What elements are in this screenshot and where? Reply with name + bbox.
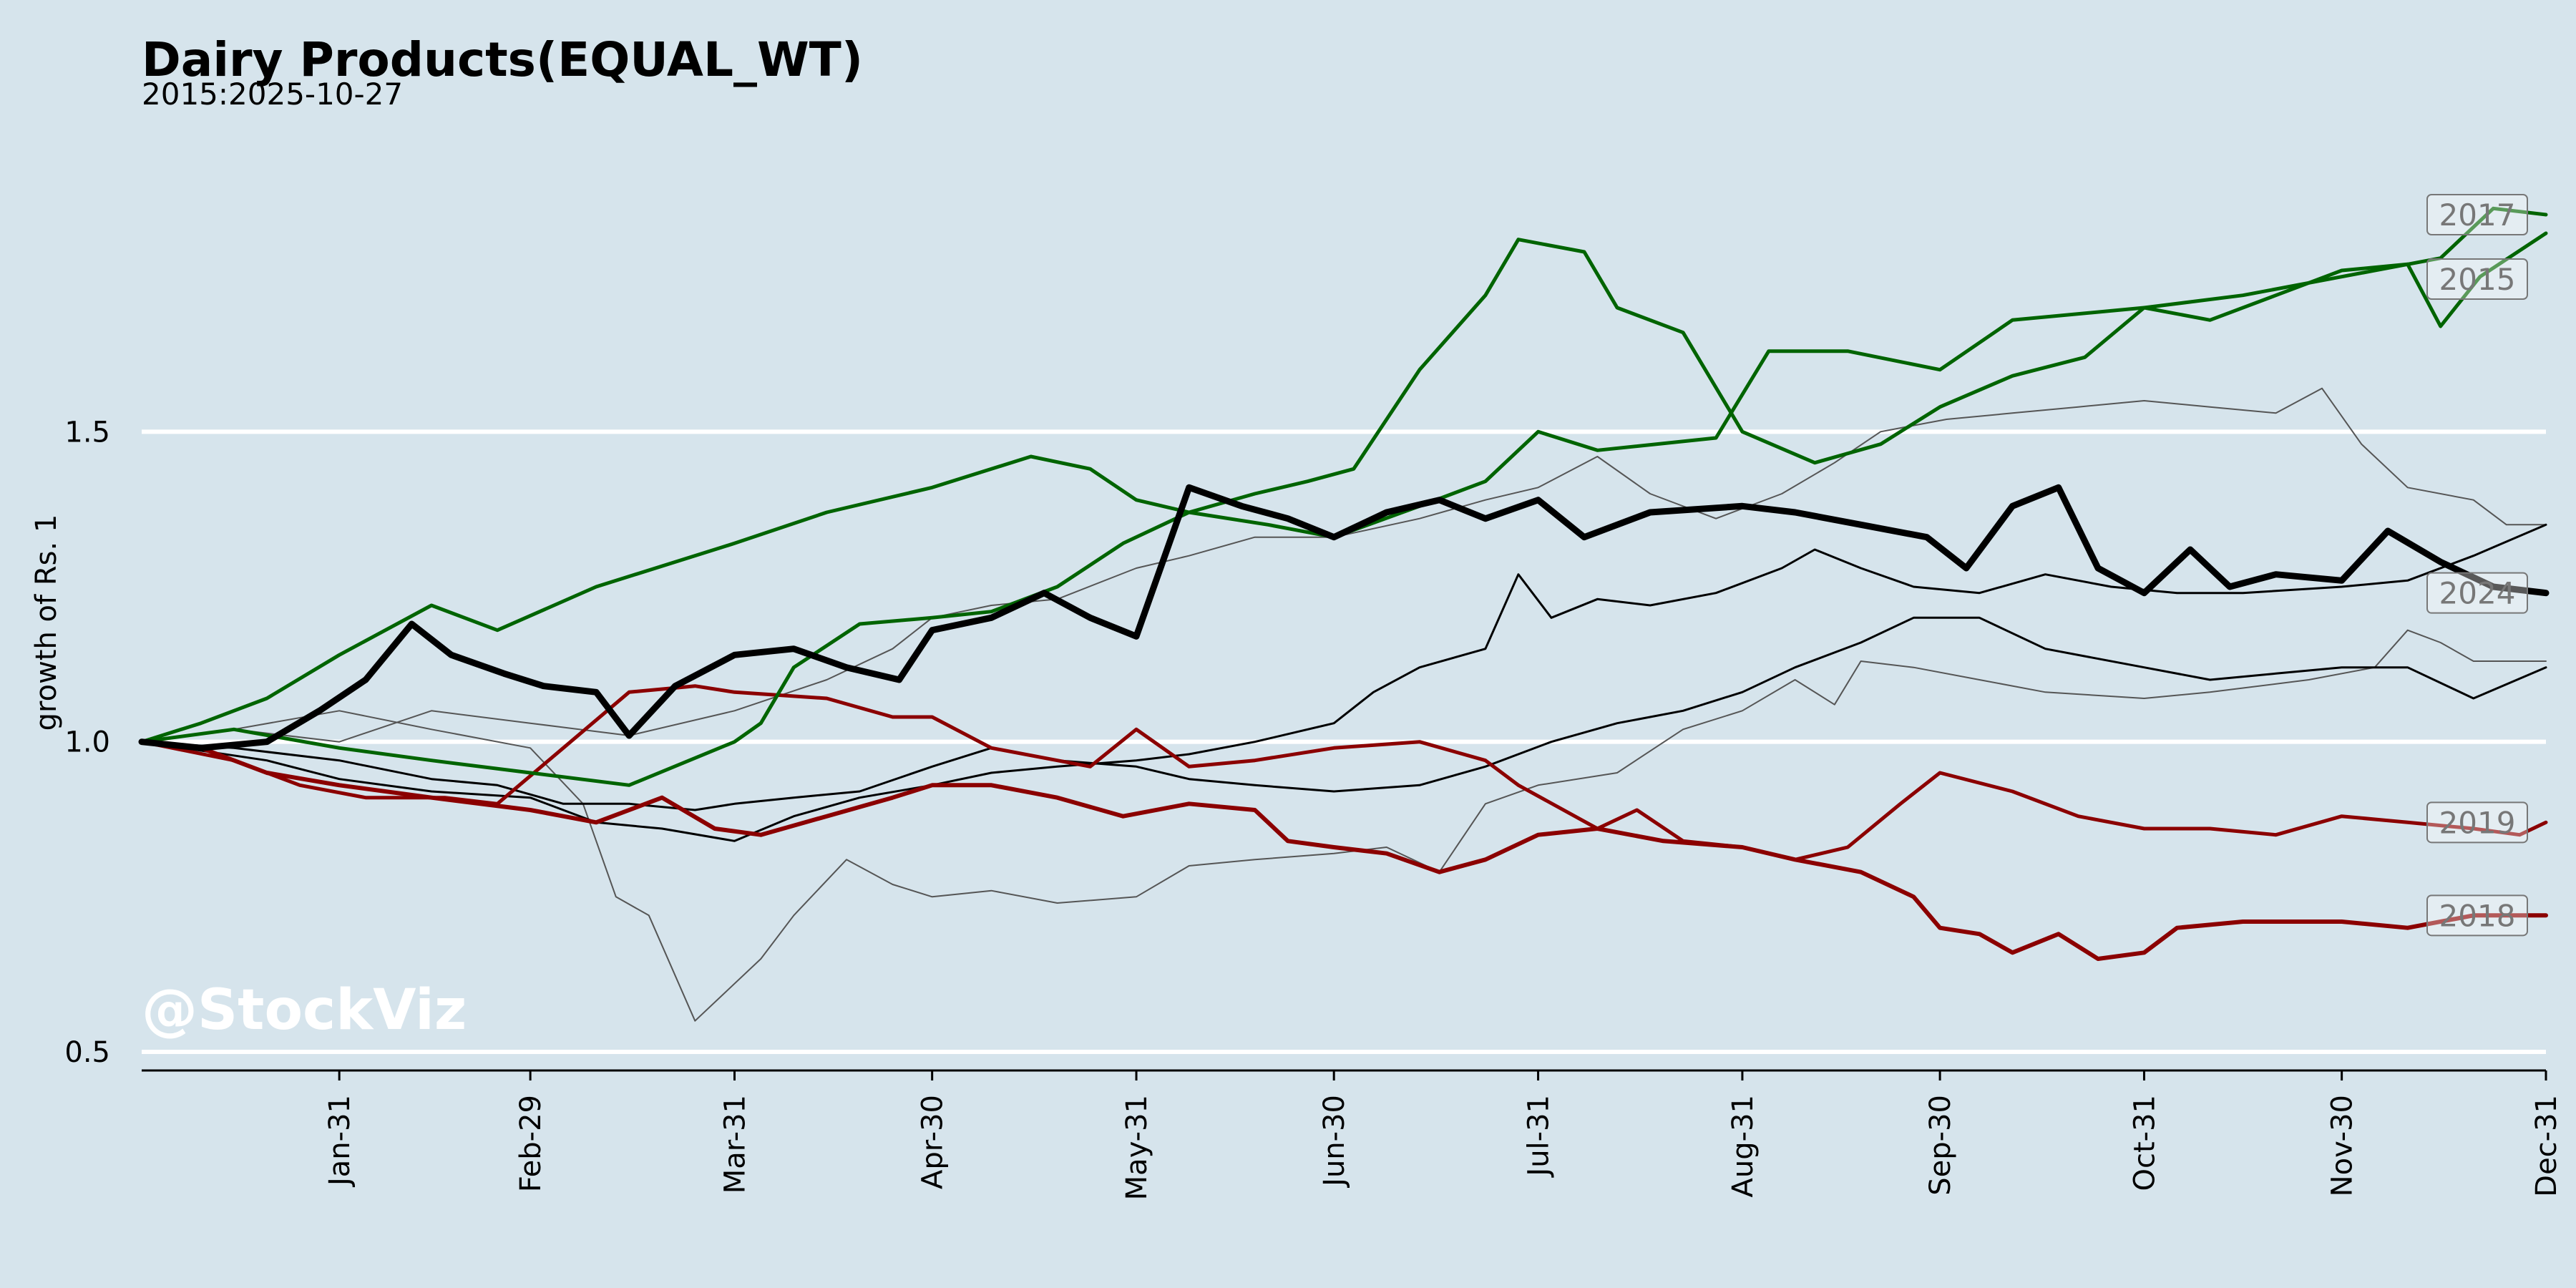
y-tick-label: 1.0 [64, 726, 110, 759]
y-axis-label: growth of Rs. 1 [30, 514, 63, 731]
x-tick-label: Apr-30 [917, 1095, 950, 1189]
chart-title: Dairy Products(EQUAL_WT) [142, 32, 863, 87]
series-label-text: 2018 [2439, 898, 2516, 933]
x-tick-label: Mar-31 [718, 1095, 751, 1194]
x-tick-label: Aug-31 [1727, 1095, 1760, 1197]
series-label-box [2426, 801, 2528, 844]
series-label-2017: 2017 [2426, 194, 2528, 235]
x-tick-label: Nov-30 [2326, 1095, 2359, 1196]
chart-subtitle: 2015:2025-10-27 [142, 77, 403, 112]
x-tick-label: Dec-31 [2530, 1095, 2563, 1197]
y-tick-label: 1.5 [64, 416, 110, 449]
series-label-text: 2019 [2439, 805, 2516, 840]
series-label-box [2426, 572, 2528, 614]
series-label-box [2426, 894, 2528, 937]
series-label-2015: 2015 [2426, 258, 2528, 300]
series-labels: 2017 2015 2024 2019 2018 [2426, 194, 2528, 937]
series-line-2024 [138, 484, 2550, 751]
x-tick-label: Sep-30 [1924, 1095, 1957, 1196]
x-tick-label: Feb-29 [514, 1095, 547, 1192]
x-tick-label: Oct-31 [2128, 1095, 2161, 1191]
series-lines [138, 206, 2550, 1022]
series-label-box [2426, 258, 2528, 300]
grid-lines [142, 429, 2546, 1054]
series-line-unlabeled-8 [141, 387, 2547, 743]
series-label-2019: 2019 [2426, 801, 2528, 844]
series-line-2018 [140, 739, 2548, 961]
series-label-text: 2017 [2439, 197, 2516, 233]
series-line-unlabeled-5 [140, 523, 2547, 842]
x-tick-label: Jun-30 [1318, 1095, 1351, 1189]
x-tick-label: May-31 [1121, 1095, 1153, 1200]
axes: 0.5 1.0 1.5 Jan-31 Feb-29 Mar-31 Apr-30 May-31 J… [64, 416, 2563, 1200]
series-label-2024: 2024 [2426, 572, 2528, 614]
x-tick-label: Jan-31 [323, 1095, 356, 1188]
y-tick-label: 0.5 [64, 1036, 110, 1069]
watermark: @StockViz [142, 978, 467, 1043]
series-label-text: 2024 [2439, 576, 2516, 611]
series-label-2018: 2018 [2426, 894, 2528, 937]
series-label-text: 2015 [2439, 262, 2516, 297]
series-label-box [2426, 194, 2528, 235]
series-line-2015 [140, 231, 2548, 787]
x-tick-label: Jul-31 [1523, 1095, 1556, 1179]
series-line-unlabeled-6 [140, 616, 2547, 811]
